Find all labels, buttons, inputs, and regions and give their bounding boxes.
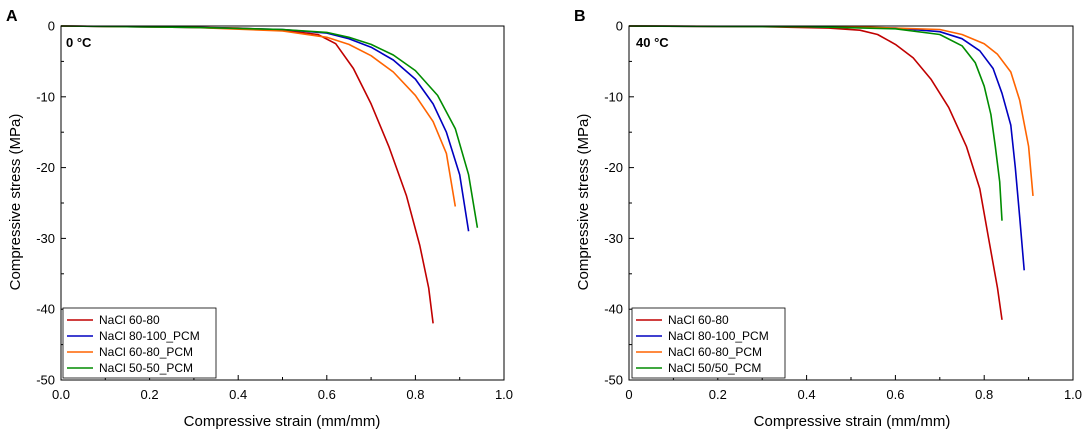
legend-label: NaCl 80-100_PCM [99, 329, 200, 343]
series-line [628, 25, 1003, 221]
y-tick-label: -30 [604, 231, 623, 246]
y-tick-label: -40 [604, 302, 623, 317]
y-tick-label: -20 [604, 160, 623, 175]
x-ticks: 0 0.2 0.4 0.6 0.8 1.0 [625, 375, 1082, 402]
y-tick-label: -30 [36, 231, 55, 246]
legend-items: NaCl 60-80 NaCl 80-100_PCM NaCl 60-80_PCM N… [67, 313, 200, 375]
x-tick-label: 0.6 [318, 387, 336, 402]
legend-label: NaCl 80-100_PCM [668, 329, 769, 343]
curves [628, 25, 1034, 320]
panel-a: A Compressive stress (MPa) Compressive s… [6, 8, 513, 430]
x-tick-label: 1.0 [1064, 387, 1082, 402]
x-tick-label: 0.8 [406, 387, 424, 402]
legend-label: NaCl 60-80_PCM [668, 345, 762, 359]
legend: NaCl 60-80 NaCl 80-100_PCM NaCl 60-80_PCM N… [62, 307, 217, 379]
y-axis-label: Compressive stress (MPa) [575, 114, 592, 291]
y-tick-label: -40 [36, 302, 55, 317]
y-ticks: 0 -10 -20 -30 -40 -50 [604, 19, 634, 388]
curves [60, 25, 479, 324]
plot-frame [60, 25, 505, 381]
x-axis-label: Compressive strain (mm/mm) [184, 413, 381, 430]
legend-label: NaCl 60-80 [99, 313, 160, 327]
x-tick-label: 0.6 [886, 387, 904, 402]
temperature-annotation: 0 °C [66, 35, 92, 50]
series-line [628, 25, 1034, 196]
series-line [60, 25, 457, 207]
y-tick-label: -10 [604, 89, 623, 104]
temperature-annotation: 40 °C [636, 35, 669, 50]
legend-items: NaCl 60-80 NaCl 80-100_PCM NaCl 60-80_PCM N… [636, 313, 769, 375]
legend-label: NaCl 60-80_PCM [99, 345, 193, 359]
y-tick-label: -50 [604, 373, 623, 388]
x-tick-label: 0.4 [798, 387, 816, 402]
legend-label: NaCl 60-80 [668, 313, 729, 327]
y-tick-label: -50 [36, 373, 55, 388]
x-tick-label: 0.4 [229, 387, 247, 402]
x-tick-label: 0.0 [52, 387, 70, 402]
y-ticks: 0 -10 -20 -30 -40 -50 [36, 19, 66, 388]
x-tick-label: 0.8 [975, 387, 993, 402]
x-tick-label: 0.2 [141, 387, 159, 402]
y-tick-label: 0 [48, 19, 55, 34]
plot-frame [628, 25, 1074, 381]
x-tick-label: 1.0 [495, 387, 513, 402]
x-tick-label: 0 [625, 387, 632, 402]
panel-b: B Compressive stress (MPa) Compressive s… [574, 8, 1082, 430]
series-line [628, 25, 1025, 271]
y-axis-label: Compressive stress (MPa) [7, 114, 24, 291]
series-line [60, 25, 479, 228]
y-tick-label: -20 [36, 160, 55, 175]
y-tick-label: -10 [36, 89, 55, 104]
legend: NaCl 60-80 NaCl 80-100_PCM NaCl 60-80_PCM N… [631, 307, 786, 379]
y-tick-label: 0 [616, 19, 623, 34]
panel-label: B [574, 8, 586, 25]
x-axis-label: Compressive strain (mm/mm) [754, 413, 951, 430]
legend-label: NaCl 50/50_PCM [668, 361, 761, 375]
series-line [628, 25, 1003, 320]
legend-label: NaCl 50-50_PCM [99, 361, 193, 375]
series-line [60, 25, 434, 324]
x-tick-label: 0.2 [709, 387, 727, 402]
x-ticks: 0.0 0.2 0.4 0.6 0.8 1.0 [52, 375, 513, 402]
panel-label: A [6, 8, 18, 25]
